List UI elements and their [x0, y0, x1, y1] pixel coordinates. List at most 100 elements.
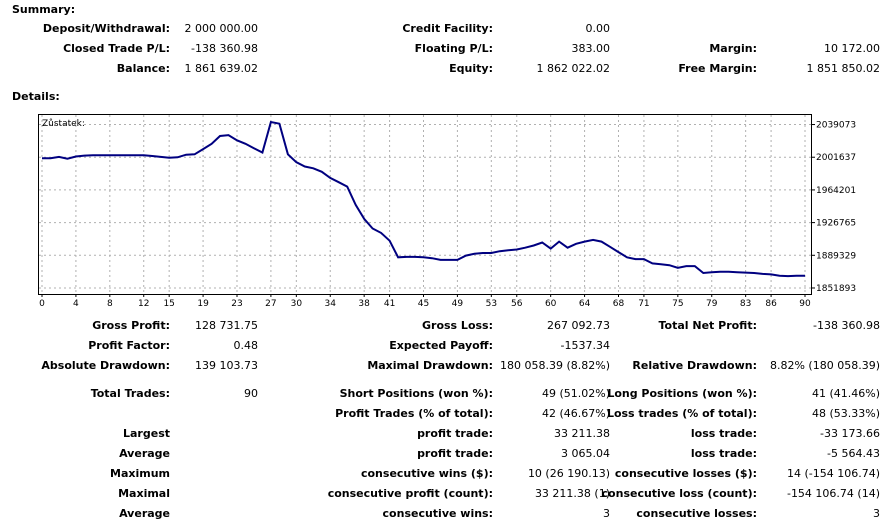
chart-title: Zůstatek: — [42, 118, 85, 129]
loss-trades-label: Loss trades (% of total): — [606, 407, 757, 420]
free-margin-value: 1 851 850.02 — [806, 62, 880, 75]
expected-payoff-label: Expected Payoff: — [389, 339, 493, 352]
x-tick-label: 56 — [511, 299, 523, 309]
maximal-consecutive-profit-value: 33 211.38 (1) — [534, 487, 610, 500]
maximal-drawdown-label: Maximal Drawdown: — [367, 359, 493, 372]
gross-loss-label: Gross Loss: — [422, 319, 493, 332]
x-tick-label: 30 — [291, 299, 303, 309]
largest-loss-value: -33 173.66 — [820, 427, 880, 440]
max-consecutive-losses-label: consecutive losses ($): — [614, 467, 757, 480]
x-tick-label: 86 — [765, 299, 777, 309]
x-tick-label: 79 — [706, 299, 718, 309]
y-tick-label: 1889329 — [816, 251, 856, 261]
max-consecutive-wins-value: 10 (26 190.13) — [527, 467, 610, 480]
avg-consecutive-wins-value: 3 — [603, 507, 610, 520]
average-loss-value: -5 564.43 — [827, 447, 880, 460]
long-positions-label: Long Positions (won %): — [607, 387, 757, 400]
x-tick-label: 53 — [486, 299, 497, 309]
expected-payoff-value: -1537.34 — [560, 339, 610, 352]
closed-pl-label: Closed Trade P/L: — [63, 42, 170, 55]
relative-drawdown-value: 8.82% (180 058.39) — [769, 359, 880, 372]
profit-factor-value: 0.48 — [233, 339, 259, 352]
maximal-consecutive-profit-label: consecutive profit (count): — [327, 487, 493, 500]
gross-profit-value: 128 731.75 — [195, 319, 258, 332]
details-heading: Details: — [12, 90, 60, 103]
deposit-value: 2 000 000.00 — [184, 22, 258, 35]
x-tick-label: 4 — [73, 299, 79, 309]
chart-frame — [38, 114, 812, 295]
y-tick-label: 1851893 — [816, 284, 856, 294]
x-tick-label: 0 — [39, 299, 45, 309]
largest-profit-value: 33 211.38 — [554, 427, 610, 440]
chart-grid — [39, 115, 811, 294]
relative-drawdown-label: Relative Drawdown: — [632, 359, 757, 372]
maximal-consecutive-loss-label: consecutive loss (count): — [601, 487, 757, 500]
gross-profit-label: Gross Profit: — [92, 319, 170, 332]
gross-loss-value: 267 092.73 — [547, 319, 610, 332]
loss-trades-value: 48 (53.33%) — [811, 407, 880, 420]
margin-value: 10 172.00 — [824, 42, 880, 55]
x-tick-label: 71 — [638, 299, 649, 309]
floating-pl-label: Floating P/L: — [414, 42, 493, 55]
x-tick-label: 75 — [672, 299, 683, 309]
x-tick-label: 45 — [418, 299, 429, 309]
floating-pl-value: 383.00 — [571, 42, 611, 55]
y-tick-labels: 2039073 2001637 1964201 1926765 1889329 18518… — [811, 121, 856, 294]
x-tick-label: 38 — [358, 299, 370, 309]
y-tick-label: 1926765 — [816, 219, 856, 229]
total-net-profit-value: -138 360.98 — [813, 319, 880, 332]
balance-label: Balance: — [116, 62, 170, 75]
max-consecutive-wins-label: consecutive wins ($): — [360, 467, 493, 480]
avg-consecutive-losses-value: 3 — [873, 507, 880, 520]
free-margin-label: Free Margin: — [678, 62, 757, 75]
x-tick-label: 83 — [740, 299, 751, 309]
x-tick-label: 23 — [231, 299, 242, 309]
x-tick-label: 27 — [265, 299, 276, 309]
average-consecutive-label: Average — [119, 507, 170, 520]
x-tick-label: 34 — [325, 299, 337, 309]
maximum-label: Maximum — [110, 467, 170, 480]
equity-label: Equity: — [449, 62, 493, 75]
absolute-drawdown-label: Absolute Drawdown: — [41, 359, 170, 372]
absolute-drawdown-value: 139 103.73 — [195, 359, 258, 372]
long-positions-value: 41 (41.46%) — [811, 387, 880, 400]
balance-chart: Zůstatek: 2039073 2001637 1964201 1926765 18… — [38, 114, 856, 309]
total-net-profit-label: Total Net Profit: — [658, 319, 758, 332]
y-tick-label: 1964201 — [816, 186, 856, 196]
short-positions-label: Short Positions (won %): — [339, 387, 493, 400]
y-tick-label: 2039073 — [816, 121, 856, 131]
x-tick-labels: 0 4 8 12 15 19 23 27 30 34 38 41 45 49 53 56 60 64 68 71 75 7… — [39, 294, 811, 309]
average-profit-value: 3 065.04 — [561, 447, 610, 460]
margin-label: Margin: — [709, 42, 757, 55]
equity-value: 1 862 022.02 — [536, 62, 610, 75]
avg-consecutive-losses-label: consecutive losses: — [636, 507, 757, 520]
x-tick-label: 19 — [197, 299, 209, 309]
x-tick-label: 64 — [579, 299, 591, 309]
largest-loss-label: loss trade: — [690, 427, 757, 440]
x-tick-label: 49 — [452, 299, 464, 309]
credit-label: Credit Facility: — [402, 22, 493, 35]
deposit-label: Deposit/Withdrawal: — [42, 22, 170, 35]
x-tick-label: 68 — [613, 299, 625, 309]
x-tick-label: 8 — [107, 299, 113, 309]
x-tick-label: 41 — [384, 299, 395, 309]
summary-heading: Summary: — [12, 3, 76, 16]
short-positions-value: 49 (51.02%) — [541, 387, 610, 400]
average-profit-label: profit trade: — [417, 447, 493, 460]
y-tick-label: 2001637 — [816, 153, 856, 163]
profit-trades-label: Profit Trades (% of total): — [335, 407, 493, 420]
avg-consecutive-wins-label: consecutive wins: — [382, 507, 493, 520]
closed-pl-value: -138 360.98 — [191, 42, 258, 55]
x-tick-label: 12 — [138, 299, 149, 309]
average-loss-label: loss trade: — [690, 447, 757, 460]
x-tick-label: 15 — [163, 299, 174, 309]
profit-factor-label: Profit Factor: — [88, 339, 170, 352]
x-tick-label: 90 — [799, 299, 811, 309]
profit-trades-value: 42 (46.67%) — [541, 407, 610, 420]
total-trades-label: Total Trades: — [90, 387, 170, 400]
maximal-drawdown-value: 180 058.39 (8.82%) — [499, 359, 610, 372]
balance-series-line — [42, 120, 805, 278]
largest-label: Largest — [123, 427, 170, 440]
balance-value: 1 861 639.02 — [184, 62, 258, 75]
x-tick-label: 60 — [545, 299, 557, 309]
